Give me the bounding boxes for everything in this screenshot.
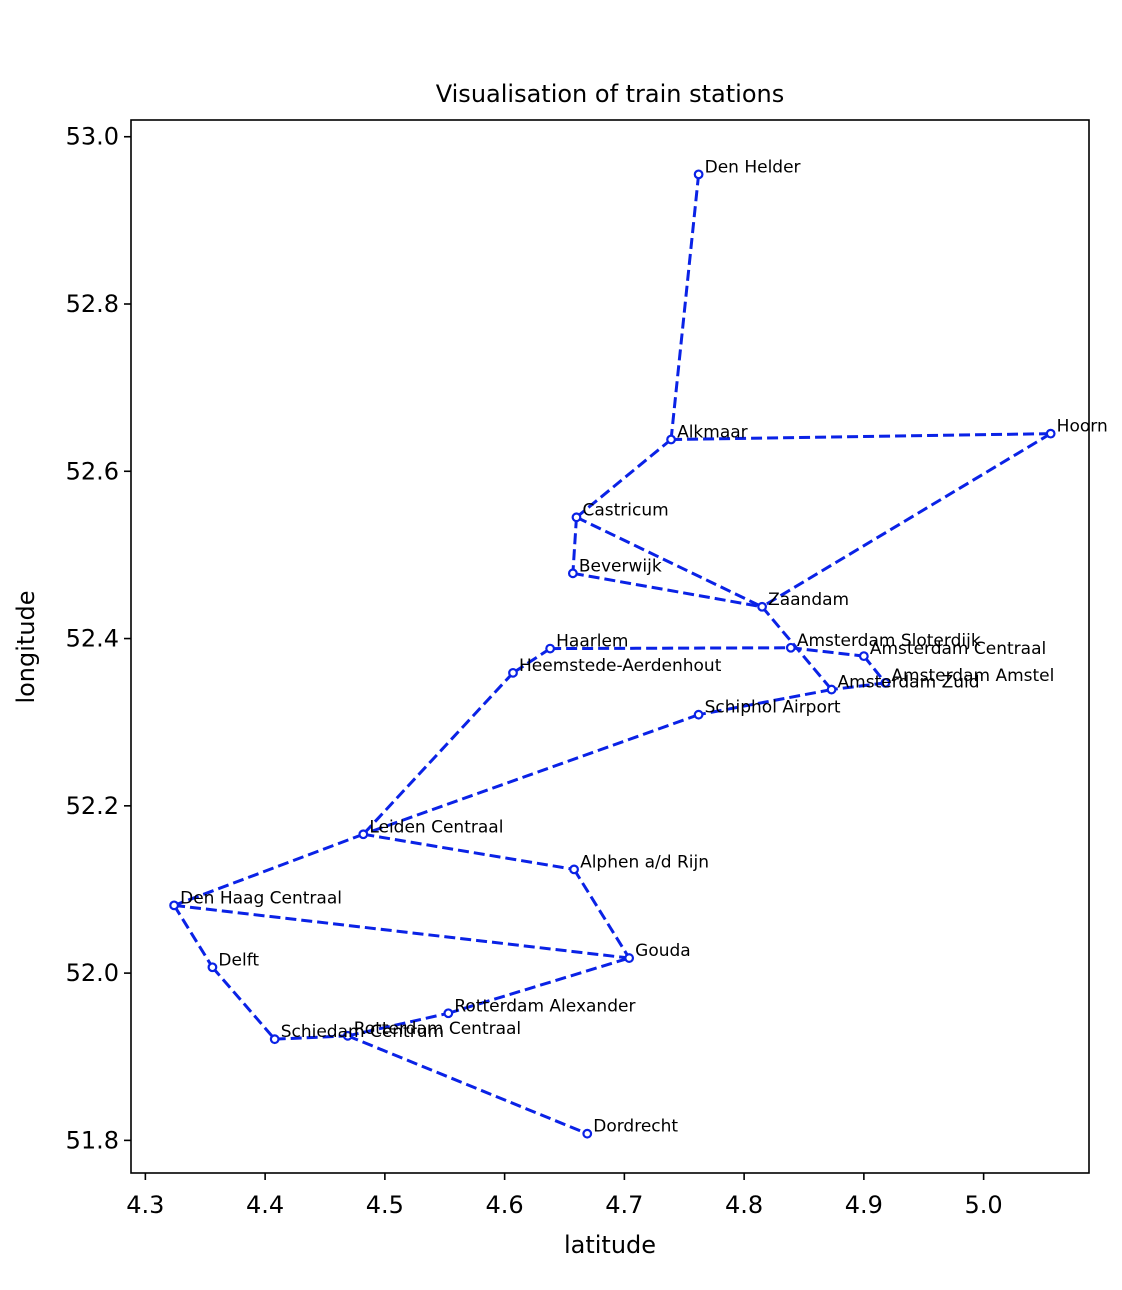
connection-leiden-centraal-to-alphen-a-d-rijn (363, 832, 575, 871)
x-tick-label: 4.3 (126, 1191, 164, 1219)
x-tick-label: 4.4 (246, 1191, 284, 1219)
connection-hoorn-to-zaandam (761, 432, 1052, 609)
connection-leiden-centraal-to-den-haag-centraal (173, 832, 364, 907)
station-label-den-haag-centraal: Den Haag Centraal (180, 888, 342, 908)
y-tick-label: 52.8 (66, 290, 119, 318)
station-marker-hoorn (1045, 428, 1056, 439)
station-label-den-helder: Den Helder (705, 157, 801, 177)
station-label-dordrecht: Dordrecht (593, 1117, 678, 1137)
station-label-leiden-centraal: Leiden Centraal (369, 817, 503, 837)
connection-den-haag-centraal-to-gouda (173, 903, 630, 960)
connection-castricum-to-zaandam (575, 515, 763, 609)
station-label-schiedam-centrum: Schiedam Centrum (281, 1022, 444, 1042)
station-label-delft: Delft (218, 950, 259, 970)
station-label-beverwijk: Beverwijk (579, 556, 662, 576)
station-marker-gouda (624, 953, 635, 963)
y-tick-label: 53.0 (66, 123, 119, 151)
x-tick-label: 4.6 (486, 1191, 524, 1219)
station-label-amsterdam-zuid: Amsterdam Zuid (838, 673, 980, 693)
station-marker-amsterdam-amstel (880, 677, 891, 688)
connection-rotterdam-centraal-to-dordrecht (347, 1034, 588, 1136)
station-label-heemstede-aerdenhout: Heemstede-Aerdenhout (519, 656, 722, 676)
station-marker-beverwijk (567, 568, 578, 579)
connection-haarlem-to-heemstede-aerdenhout (512, 647, 551, 675)
station-marker-amsterdam-centraal (858, 651, 869, 662)
station-label-rotterdam-centraal: Rotterdam Centraal (354, 1019, 521, 1039)
station-marker-rotterdam-alexander (443, 1008, 454, 1019)
x-tick-label: 4.7 (605, 1191, 643, 1219)
stations-layer (169, 169, 1056, 1139)
station-marker-castricum (571, 512, 582, 523)
x-tick-label: 4.9 (845, 1191, 883, 1219)
station-label-gouda: Gouda (635, 941, 691, 961)
station-marker-den-haag-centraal (169, 900, 180, 911)
y-tick-label: 52.2 (66, 792, 119, 820)
connection-heemstede-aerdenhout-to-leiden-centraal (362, 671, 515, 836)
connections-layer (172, 174, 1052, 1136)
connection-den-haag-centraal-to-delft (172, 904, 214, 969)
chart-title: Visualisation of train stations (436, 80, 784, 108)
connection-schiedam-centrum-to-rotterdam-centraal (274, 1034, 348, 1041)
connection-amsterdam-zuid-to-schiphol-airport (698, 688, 832, 717)
station-label-amsterdam-sloterdijk: Amsterdam Sloterdijk (797, 631, 981, 651)
station-label-zaandam: Zaandam (768, 590, 849, 610)
connection-beverwijk-to-zaandam (572, 571, 763, 609)
connection-amsterdam-sloterdijk-to-amsterdam-centraal (790, 646, 865, 658)
station-marker-alkmaar (666, 434, 676, 445)
x-tick-label: 4.5 (366, 1191, 404, 1219)
x-axis-label: latitude (564, 1231, 656, 1259)
connection-den-helder-to-alkmaar (669, 174, 701, 440)
plot-area-frame (130, 119, 1090, 1174)
station-marker-den-helder (693, 169, 704, 180)
connection-amsterdam-centraal-to-amsterdam-amstel (862, 655, 887, 684)
station-marker-delft (207, 962, 218, 973)
x-tick-label: 5.0 (965, 1191, 1003, 1219)
connection-alkmaar-to-castricum (575, 438, 673, 519)
station-marker-leiden-centraal (358, 829, 369, 840)
station-label-rotterdam-alexander: Rotterdam Alexander (454, 996, 635, 1016)
x-tick-label: 4.8 (725, 1191, 763, 1219)
station-marker-amsterdam-sloterdijk (785, 642, 796, 653)
y-tick-label: 52.0 (66, 959, 119, 987)
station-marker-dordrecht (582, 1128, 593, 1139)
station-label-alphen-a-d-rijn: Alphen a/d Rijn (580, 852, 709, 872)
y-tick-label: 52.6 (66, 457, 119, 485)
station-marker-amsterdam-zuid (826, 684, 837, 695)
station-marker-schiedam-centrum (269, 1034, 280, 1045)
y-tick-label: 52.4 (66, 625, 119, 653)
station-label-amsterdam-amstel: Amsterdam Amstel (891, 666, 1054, 686)
station-label-castricum: Castricum (582, 500, 668, 520)
station-label-hoorn: Hoorn (1057, 417, 1108, 437)
station-marker-alphen-a-d-rijn (569, 864, 579, 875)
y-axis-label: longitude (12, 590, 40, 703)
station-labels-layer: Den Helder Alkmaar Hoorn Castricum Beverwijk… (180, 157, 1108, 1136)
connection-schiphol-airport-to-leiden-centraal (362, 713, 700, 836)
connection-alphen-a-d-rijn-to-gouda (572, 868, 631, 959)
station-marker-rotterdam-centraal (342, 1030, 353, 1041)
connection-rotterdam-centraal-to-rotterdam-alexander (347, 1011, 449, 1038)
station-marker-schiphol-airport (693, 709, 704, 720)
y-tick-label: 51.8 (66, 1126, 119, 1154)
y-axis-ticks: 51.8 52.0 52.2 52.4 52.6 52.8 53.0 (66, 123, 131, 1154)
station-label-haarlem: Haarlem (556, 632, 628, 652)
station-marker-zaandam (757, 601, 767, 612)
connection-amsterdam-amstel-to-amsterdam-zuid (831, 681, 886, 692)
station-marker-haarlem (545, 643, 556, 654)
connection-castricum-to-beverwijk (571, 517, 578, 574)
x-axis-ticks: 4.3 4.4 4.5 4.6 4.7 4.8 4.9 5.0 (126, 1173, 1003, 1219)
station-label-schiphol-airport: Schiphol Airport (705, 698, 841, 718)
station-label-alkmaar: Alkmaar (677, 422, 748, 442)
station-marker-heemstede-aerdenhout (508, 667, 518, 678)
station-label-amsterdam-centraal: Amsterdam Centraal (870, 639, 1046, 659)
connection-haarlem-to-amsterdam-sloterdijk (550, 646, 791, 651)
